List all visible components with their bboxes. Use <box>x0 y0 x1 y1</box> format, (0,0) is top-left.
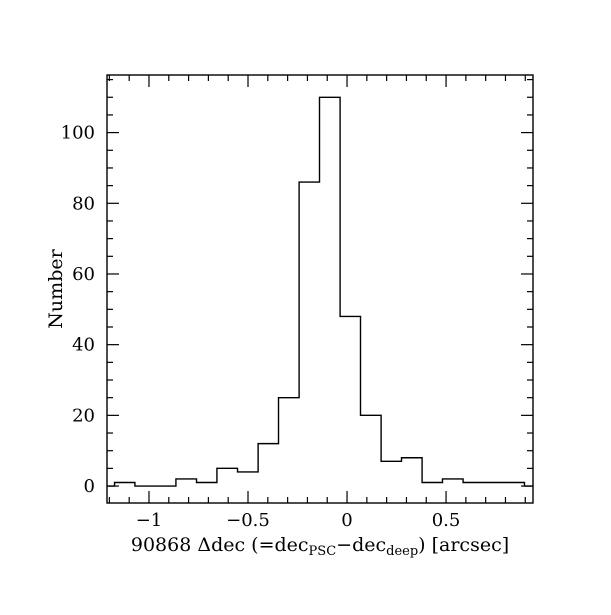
x-axis-title-segment: 90868 Δdec (=dec <box>131 534 309 556</box>
y-tick-label: 20 <box>72 405 95 426</box>
x-axis-title: 90868 Δdec (=decPSC−decdeep) [arcsec] <box>131 534 509 559</box>
histogram-step-line <box>107 96 533 487</box>
x-tick-label: 0.5 <box>432 510 461 531</box>
plot-frame <box>106 74 534 504</box>
y-tick-label: 40 <box>72 335 95 356</box>
x-tick-label: −1 <box>136 510 163 531</box>
y-tick-label: 0 <box>84 476 95 497</box>
histogram-outline <box>107 96 533 487</box>
x-axis-title-subscript: PSC <box>309 544 337 559</box>
x-axis-title-subscript: deep <box>386 544 418 559</box>
y-tick-label: 60 <box>72 264 95 285</box>
y-tick-label: 80 <box>72 193 95 214</box>
x-tick-label: −0.5 <box>226 510 270 531</box>
x-tick-label: 0 <box>341 510 352 531</box>
x-axis-title-segment: −dec <box>336 534 386 556</box>
tick-labels: −1 −0.5 0 0.5 0 20 40 60 80 100 <box>61 123 461 531</box>
x-axis-title-segment: ) [arcsec] <box>418 534 509 556</box>
y-tick-label: 100 <box>61 123 95 144</box>
y-axis-title: Number <box>45 248 67 328</box>
